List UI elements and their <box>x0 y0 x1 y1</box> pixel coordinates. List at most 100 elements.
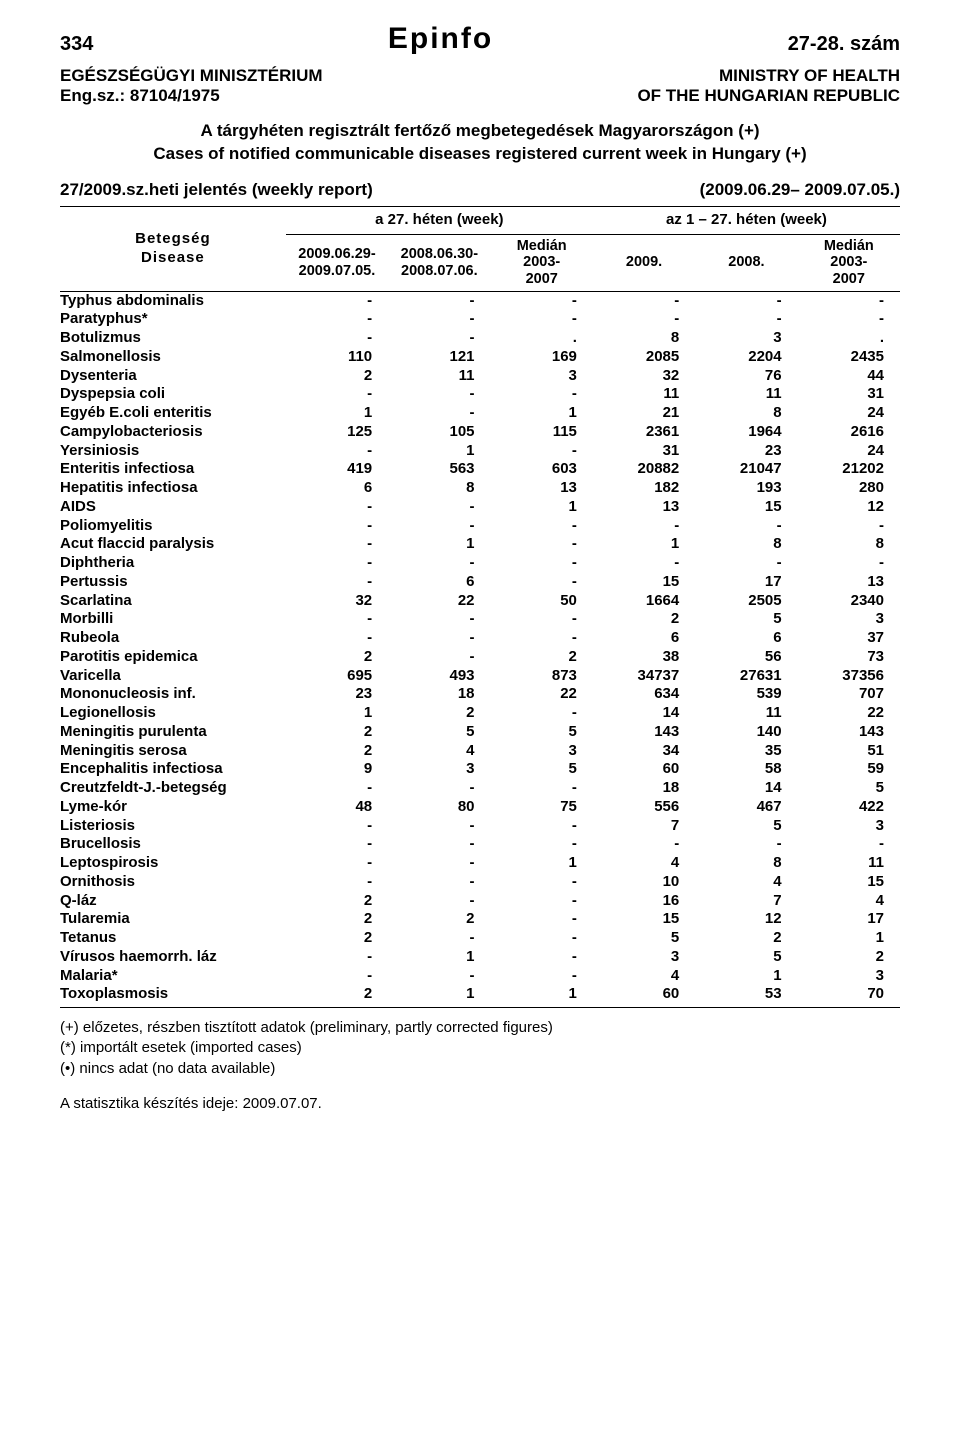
cell-value: 3 <box>491 742 593 761</box>
cell-value: 5 <box>593 929 695 948</box>
cell-value: 9 <box>286 760 388 779</box>
table-row: AIDS--1131512 <box>60 498 900 517</box>
table-row: Egyéb E.coli enteritis1-121824 <box>60 404 900 423</box>
disease-name: Legionellosis <box>60 704 286 723</box>
cell-value: 59 <box>798 760 900 779</box>
cell-value: 73 <box>798 648 900 667</box>
col-group-cum: az 1 – 27. héten (week) <box>593 206 900 234</box>
cell-value: 7 <box>695 892 797 911</box>
cell-value: 6 <box>695 629 797 648</box>
cell-value: 75 <box>491 798 593 817</box>
disease-name: Meningitis purulenta <box>60 723 286 742</box>
cell-value: 556 <box>593 798 695 817</box>
table-row: Diphtheria------ <box>60 554 900 573</box>
stat-generation-time: A statisztika készítés ideje: 2009.07.07… <box>60 1095 900 1112</box>
disease-name: Tularemia <box>60 910 286 929</box>
cell-value: 60 <box>593 760 695 779</box>
cell-value: 2 <box>286 892 388 911</box>
disease-name: Q-láz <box>60 892 286 911</box>
cell-value: - <box>593 517 695 536</box>
table-row: Typhus abdominalis------ <box>60 291 900 310</box>
disease-name: Encephalitis infectiosa <box>60 760 286 779</box>
cell-value: - <box>286 535 388 554</box>
c1a: 2009.06.29- <box>287 246 387 263</box>
cell-value: 634 <box>593 685 695 704</box>
report-title: A tárgyhéten regisztrált fertőző megbete… <box>60 120 900 166</box>
footnote-plus: (+) előzetes, részben tisztított adatok … <box>60 1018 900 1038</box>
cell-value: 44 <box>798 367 900 386</box>
cell-value: 182 <box>593 479 695 498</box>
cell-value: 2505 <box>695 592 797 611</box>
disease-table: Betegség Disease a 27. héten (week) az 1… <box>60 206 900 1008</box>
cell-value: 17 <box>695 573 797 592</box>
disease-name: AIDS <box>60 498 286 517</box>
cell-value: 3 <box>491 367 593 386</box>
cell-value: 8 <box>695 404 797 423</box>
cell-value: 15 <box>593 573 695 592</box>
cell-value: 21 <box>593 404 695 423</box>
cell-value: - <box>491 517 593 536</box>
table-row: Tetanus2--521 <box>60 929 900 948</box>
cell-value: - <box>491 967 593 986</box>
brand-logo: Epinfo <box>388 22 493 56</box>
cell-value: 1 <box>388 985 490 1007</box>
ministry-header: EGÉSZSÉGÜGYI MINISZTÉRIUM Eng.sz.: 87104… <box>60 66 900 106</box>
disease-name: Morbilli <box>60 610 286 629</box>
disease-name: Typhus abdominalis <box>60 291 286 310</box>
issue-number: 27-28. szám <box>788 33 900 56</box>
table-row: Varicella695493873347372763137356 <box>60 667 900 686</box>
cell-value: 8 <box>695 535 797 554</box>
col-disease-hu: Betegség <box>62 230 284 249</box>
cell-value: 125 <box>286 423 388 442</box>
cell-value: 76 <box>695 367 797 386</box>
table-row: Scarlatina322250166425052340 <box>60 592 900 611</box>
cell-value: 11 <box>695 704 797 723</box>
table-row: Legionellosis12-141122 <box>60 704 900 723</box>
cell-value: 5 <box>491 723 593 742</box>
cell-value: 1 <box>491 404 593 423</box>
cell-value: - <box>491 892 593 911</box>
cell-value: 1 <box>286 704 388 723</box>
cell-value: - <box>388 835 490 854</box>
disease-name: Botulizmus <box>60 329 286 348</box>
cell-value: 13 <box>491 479 593 498</box>
cell-value: 32 <box>593 367 695 386</box>
cell-value: 3 <box>388 760 490 779</box>
cell-value: 2616 <box>798 423 900 442</box>
c3b: 2003- <box>492 254 592 271</box>
cell-value: - <box>593 835 695 854</box>
cell-value: 3 <box>798 610 900 629</box>
cell-value: - <box>286 817 388 836</box>
cell-value: 31 <box>798 385 900 404</box>
table-row: Hepatitis infectiosa6813182193280 <box>60 479 900 498</box>
cell-value: 3 <box>695 329 797 348</box>
cell-value: 51 <box>798 742 900 761</box>
cell-value: 11 <box>798 854 900 873</box>
cell-value: 24 <box>798 404 900 423</box>
cell-value: 12 <box>798 498 900 517</box>
cell-value: - <box>286 554 388 573</box>
cell-value: 13 <box>798 573 900 592</box>
cell-value: - <box>695 835 797 854</box>
cell-value: - <box>388 291 490 310</box>
cell-value: 70 <box>798 985 900 1007</box>
cell-value: 6 <box>388 573 490 592</box>
table-row: Vírusos haemorrh. láz-1-352 <box>60 948 900 967</box>
disease-name: Salmonellosis <box>60 348 286 367</box>
cell-value: 6 <box>286 479 388 498</box>
cell-value: - <box>388 892 490 911</box>
cell-value: 1 <box>388 442 490 461</box>
cell-value: 1 <box>491 498 593 517</box>
cell-value: 7 <box>593 817 695 836</box>
cell-value: - <box>593 291 695 310</box>
cell-value: 2435 <box>798 348 900 367</box>
title-en: Cases of notified communicable diseases … <box>60 143 900 166</box>
col-group-week: a 27. héten (week) <box>286 206 593 234</box>
cell-value: 280 <box>798 479 900 498</box>
cell-value: - <box>388 385 490 404</box>
footnote-dot: (•) nincs adat (no data available) <box>60 1059 900 1079</box>
report-period: 27/2009.sz.heti jelentés (weekly report)… <box>60 180 900 200</box>
cell-value: 105 <box>388 423 490 442</box>
cell-value: 2 <box>388 704 490 723</box>
cell-value: 467 <box>695 798 797 817</box>
